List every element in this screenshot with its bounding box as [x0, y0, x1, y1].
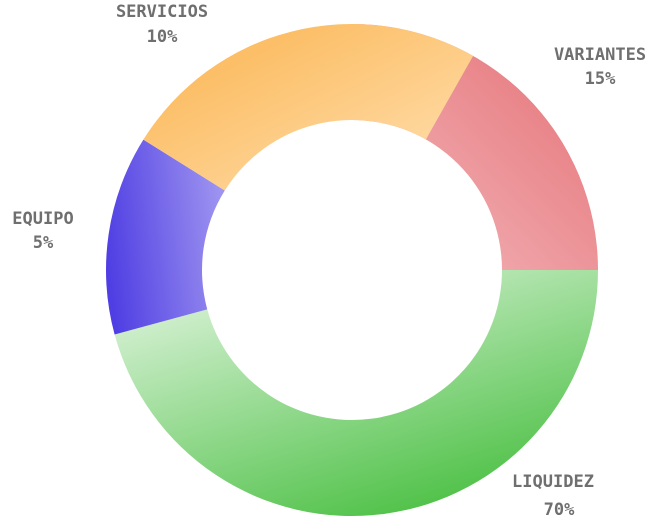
label-servicios-name: SERVICIOS — [116, 2, 208, 22]
slice-equipo — [105, 139, 225, 335]
slice-liquidez — [114, 270, 598, 516]
label-liquidez-name: LIQUIDEZ — [512, 472, 594, 492]
slice-label-variantes: VARIANTES 15% — [554, 45, 646, 89]
label-variantes-value: 15% — [585, 69, 616, 89]
label-liquidez-value: 70% — [544, 500, 575, 520]
label-equipo-name: EQUIPO — [12, 209, 73, 229]
slice-servicios — [143, 23, 474, 191]
label-equipo-value: 5% — [33, 233, 54, 253]
slice-label-servicios: SERVICIOS 10% — [116, 2, 208, 47]
label-variantes-name: VARIANTES — [554, 45, 646, 65]
label-servicios-value: 10% — [147, 27, 178, 47]
slice-label-equipo: EQUIPO 5% — [12, 209, 73, 253]
slice-label-liquidez: LIQUIDEZ 70% — [512, 472, 594, 520]
donut-slices — [105, 23, 598, 516]
